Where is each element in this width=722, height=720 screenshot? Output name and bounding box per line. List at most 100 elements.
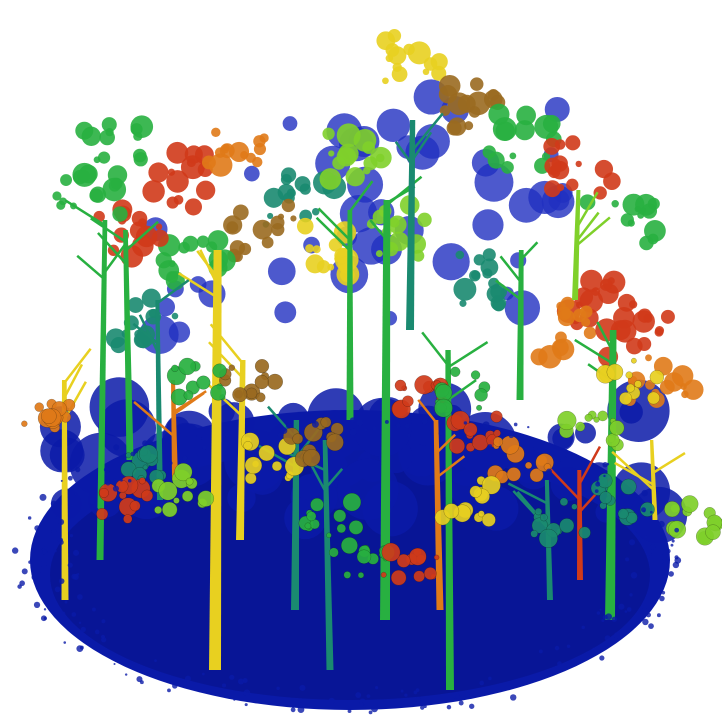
ground-speckle bbox=[184, 675, 192, 682]
ground-speckle bbox=[42, 549, 48, 555]
canopy-leaf bbox=[593, 186, 607, 200]
ground-speckle bbox=[124, 673, 128, 676]
tree-trunk bbox=[236, 360, 246, 540]
canopy-leaf bbox=[312, 245, 321, 254]
understory-leaf bbox=[463, 422, 478, 437]
canopy-leaf bbox=[628, 300, 638, 309]
canopy-leaf bbox=[495, 121, 515, 141]
canopy-leaf bbox=[222, 143, 230, 151]
understory-leaf bbox=[705, 524, 721, 540]
understory-leaf bbox=[185, 477, 194, 486]
understory-leaf bbox=[599, 491, 613, 505]
canopy-leaf bbox=[645, 354, 652, 362]
canopy-leaf bbox=[142, 180, 165, 203]
canopy-leaf bbox=[252, 219, 273, 240]
ground-speckle bbox=[142, 440, 149, 447]
tree-branch bbox=[315, 216, 351, 252]
understory-leaf bbox=[326, 433, 344, 452]
canopy-leaf bbox=[290, 215, 297, 222]
ground-speckle bbox=[603, 474, 606, 478]
ground-speckle bbox=[201, 437, 204, 440]
ground-speckle bbox=[388, 705, 392, 709]
ground-speckle bbox=[364, 428, 368, 432]
canopy-leaf bbox=[229, 141, 250, 162]
understory-leaf bbox=[381, 542, 401, 562]
canopy-leaf bbox=[184, 198, 203, 216]
ground-speckle bbox=[646, 554, 651, 559]
understory-leaf bbox=[271, 460, 283, 472]
canopy-leaf bbox=[611, 200, 619, 208]
canopy-leaf bbox=[438, 74, 461, 97]
ground-speckle bbox=[33, 601, 41, 609]
ground-speckle bbox=[538, 649, 543, 654]
ground-speckle bbox=[640, 507, 647, 513]
understory-leaf bbox=[575, 421, 586, 432]
understory-leaf bbox=[605, 433, 620, 448]
understory-leaf bbox=[402, 395, 414, 408]
understory-leaf bbox=[524, 461, 533, 470]
ground-speckle bbox=[400, 689, 404, 693]
tree-branch bbox=[385, 175, 423, 207]
ground-speckle bbox=[649, 543, 656, 550]
canopy-leaf bbox=[583, 326, 597, 340]
canopy-leaf bbox=[446, 120, 462, 136]
ground-speckle bbox=[581, 625, 585, 630]
ground-speckle bbox=[242, 691, 247, 696]
canopy-leaf bbox=[575, 160, 582, 168]
understory-leaf bbox=[310, 497, 324, 512]
understory-leaf bbox=[181, 490, 194, 502]
canopy-leaf bbox=[482, 268, 493, 279]
canopy-leaf bbox=[328, 150, 335, 157]
ground-speckle bbox=[103, 466, 110, 473]
canopy-leaf bbox=[214, 147, 226, 158]
ground-speckle bbox=[130, 451, 136, 457]
understory-leaf bbox=[139, 444, 158, 464]
understory-leaf bbox=[619, 391, 633, 406]
understory-leaf bbox=[584, 413, 593, 422]
understory-leaf bbox=[530, 529, 539, 538]
understory-leaf bbox=[625, 383, 635, 393]
understory-leaf bbox=[141, 489, 154, 502]
ground-speckle bbox=[368, 710, 373, 715]
understory-leaf bbox=[593, 416, 600, 423]
blue-canopy-blob bbox=[243, 165, 260, 182]
understory-leaf bbox=[433, 554, 440, 561]
ground-speckle bbox=[280, 427, 288, 434]
canopy-leaf bbox=[327, 263, 335, 271]
ground-speckle bbox=[463, 421, 468, 425]
understory-leaf bbox=[244, 472, 257, 485]
ground-speckle bbox=[641, 607, 648, 614]
ground-speckle bbox=[415, 688, 420, 693]
understory-blob bbox=[295, 474, 322, 500]
understory-leaf bbox=[343, 571, 352, 579]
ground-speckle bbox=[648, 623, 654, 629]
canopy-leaf bbox=[101, 117, 117, 133]
ground-speckle bbox=[233, 698, 236, 701]
tree-branch bbox=[578, 445, 602, 485]
understory-leaf bbox=[538, 528, 558, 549]
canopy-leaf bbox=[644, 220, 666, 242]
blue-canopy-blob bbox=[474, 162, 514, 202]
tree-branch bbox=[435, 433, 457, 454]
tree-branch bbox=[611, 450, 654, 490]
ground-speckle bbox=[594, 489, 599, 493]
understory-leaf bbox=[531, 517, 548, 534]
understory-leaf bbox=[196, 375, 211, 390]
ground-speckle bbox=[74, 493, 77, 496]
canopy-leaf bbox=[600, 278, 613, 291]
understory-leaf bbox=[617, 508, 629, 520]
understory-leaf bbox=[557, 410, 577, 431]
canopy-leaf bbox=[296, 217, 314, 235]
tree-branch bbox=[495, 279, 522, 301]
canopy-leaf bbox=[385, 54, 394, 63]
understory-leaf bbox=[423, 567, 437, 580]
ground-speckle bbox=[95, 507, 99, 511]
ground-speckle bbox=[395, 423, 401, 428]
ground-speckle bbox=[78, 621, 82, 625]
canopy-leaf bbox=[551, 339, 569, 357]
tree-trunk bbox=[346, 210, 354, 420]
ground-speckle bbox=[72, 549, 80, 556]
ground-speckle bbox=[611, 616, 617, 622]
understory-leaf bbox=[534, 507, 543, 516]
ground-speckle bbox=[642, 618, 649, 626]
